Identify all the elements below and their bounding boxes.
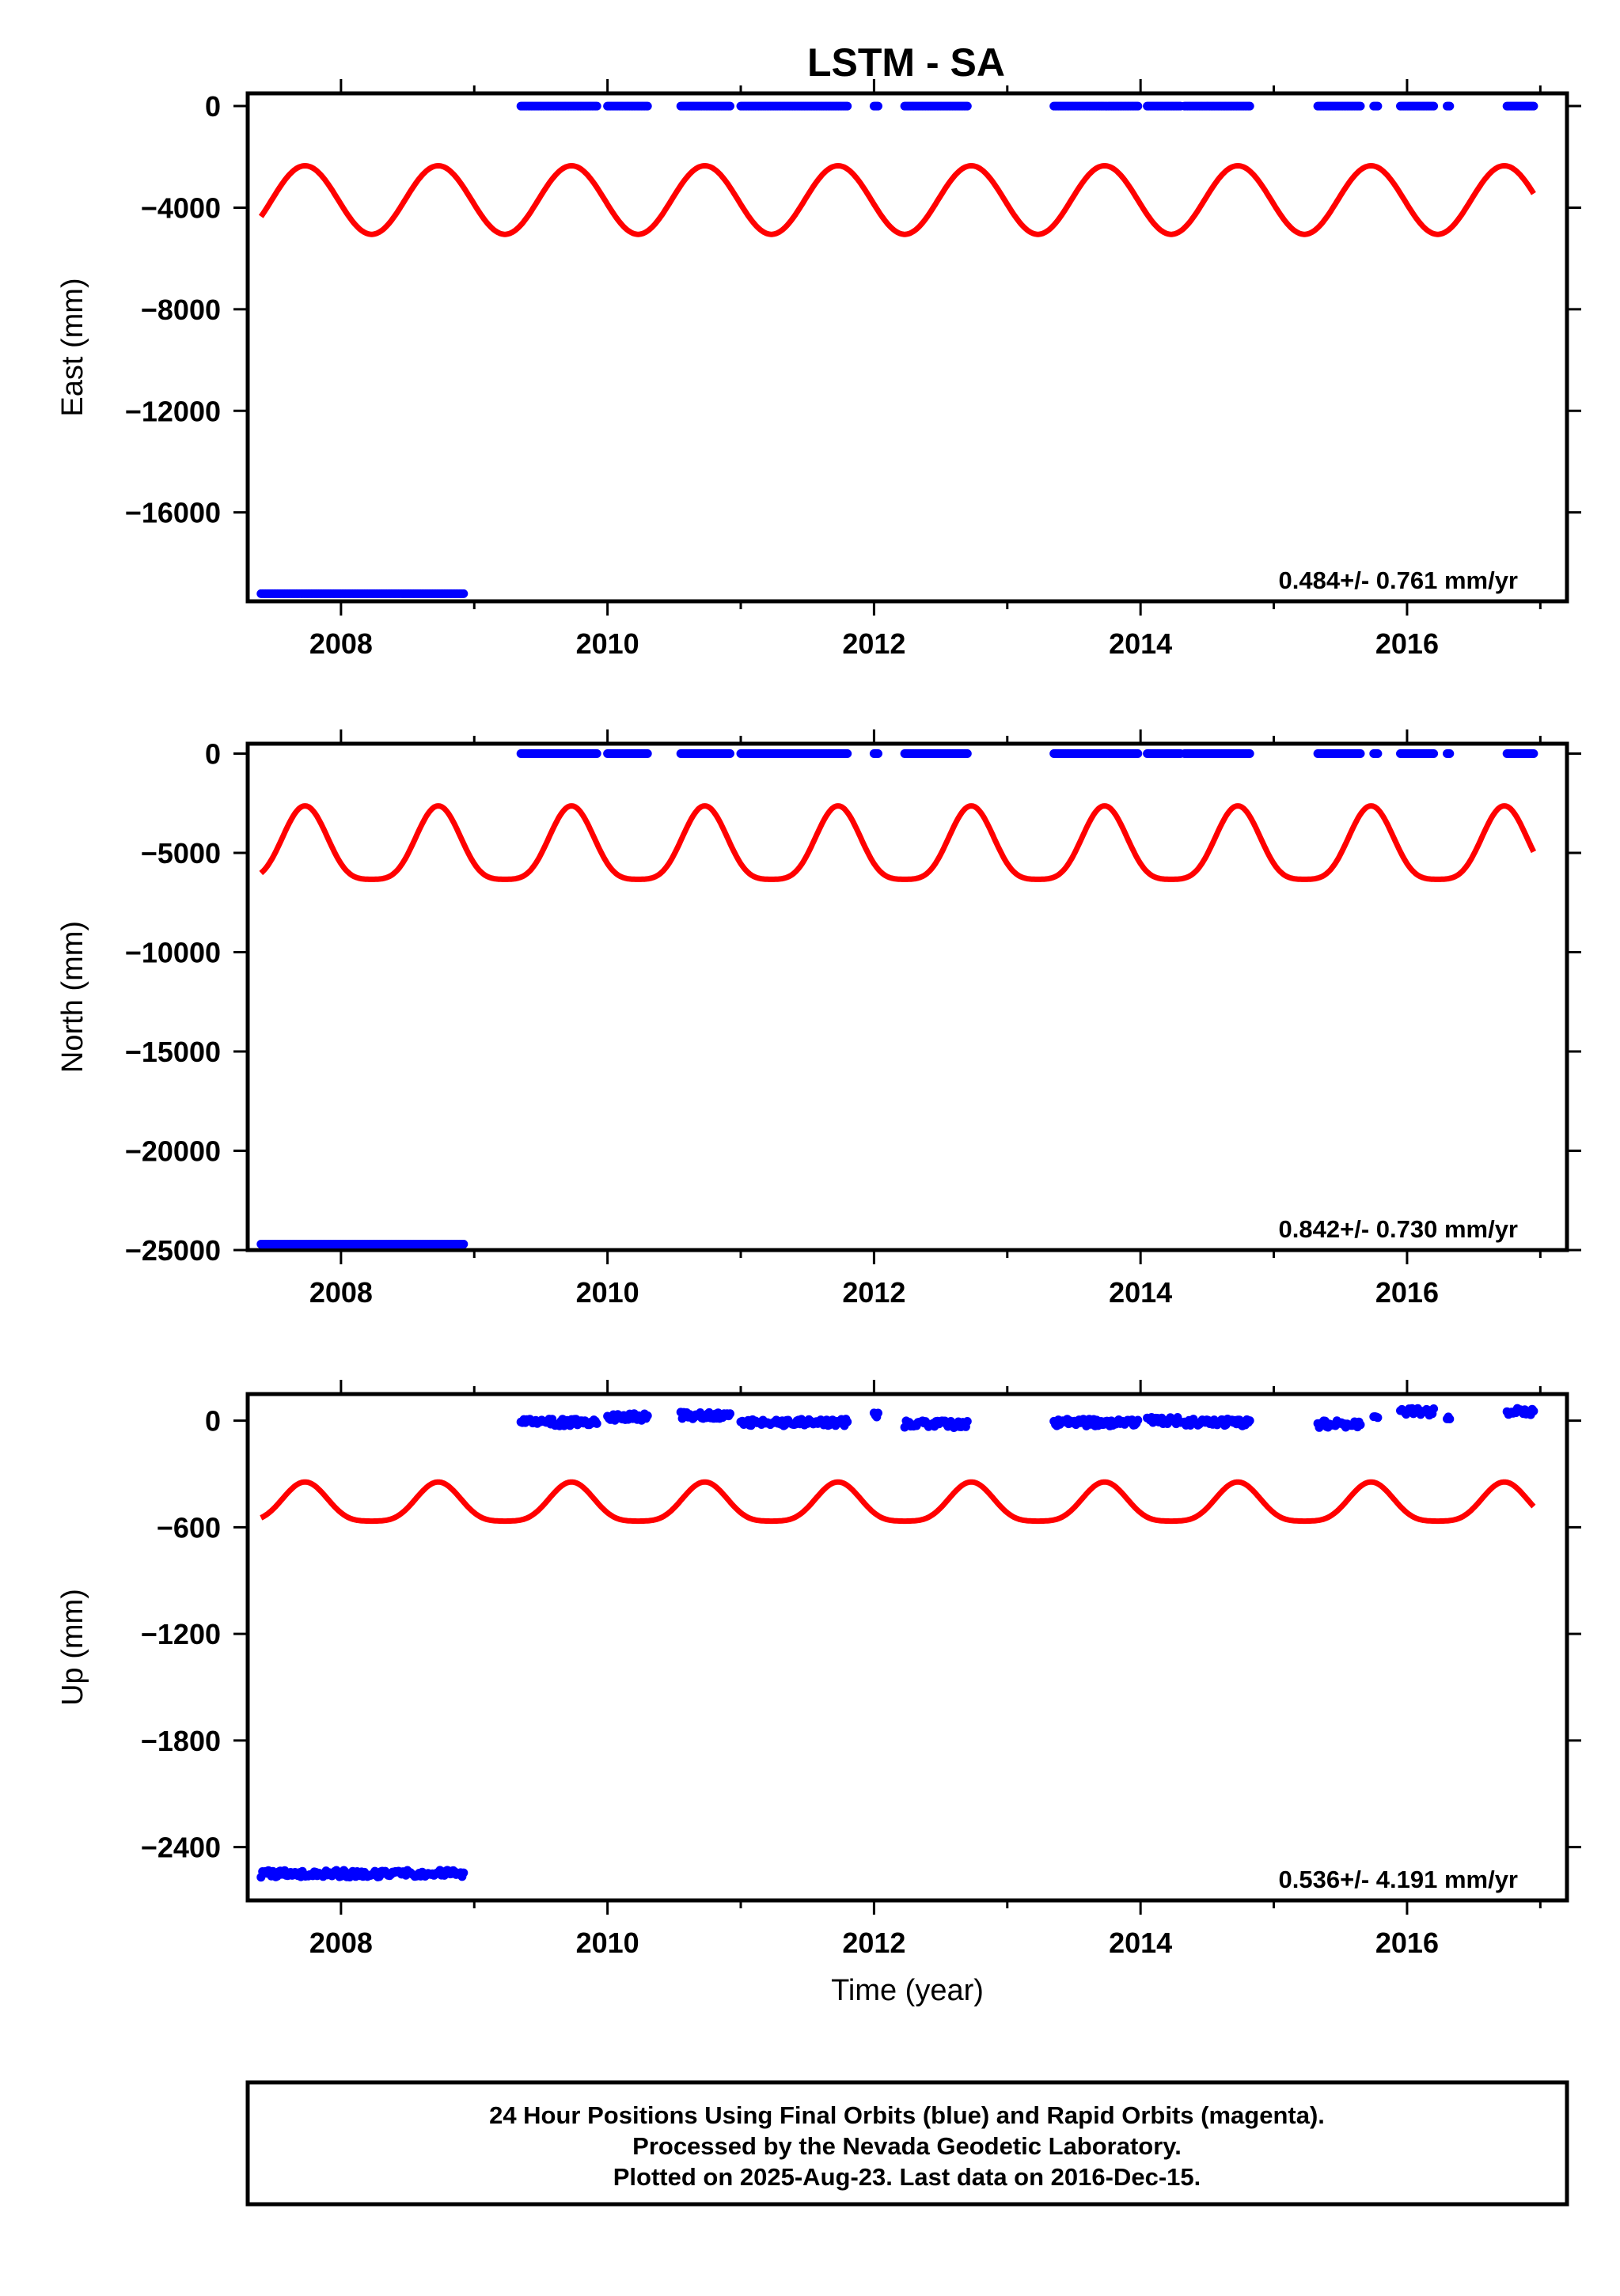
east-data-point bbox=[1356, 101, 1365, 111]
east-y-tick-label: −8000 bbox=[141, 294, 221, 326]
east-data-point bbox=[592, 101, 601, 111]
north-y-tick-label: −5000 bbox=[141, 837, 221, 870]
east-data-point bbox=[1133, 101, 1143, 111]
east-data-point bbox=[1429, 101, 1439, 111]
up-y-axis-label: Up (mm) bbox=[56, 1589, 89, 1706]
north-data-point bbox=[1245, 749, 1254, 758]
footer-line-1: 24 Hour Positions Using Final Orbits (bl… bbox=[489, 2101, 1325, 2129]
footer-line-3: Plotted on 2025-Aug-23. Last data on 201… bbox=[613, 2163, 1201, 2191]
up-y-tick-label: −1200 bbox=[141, 1618, 221, 1650]
east-data-point bbox=[1445, 101, 1455, 111]
north-data-point bbox=[1373, 749, 1383, 758]
footer-line-2: Processed by the Nevada Geodetic Laborat… bbox=[632, 2132, 1182, 2160]
north-data-point bbox=[1445, 749, 1455, 758]
east-data-point bbox=[1373, 101, 1383, 111]
footer-box: 24 Hour Positions Using Final Orbits (bl… bbox=[245, 2080, 1569, 2207]
up-fit-curve bbox=[260, 1479, 1536, 1525]
north-y-tick-label: 0 bbox=[205, 738, 221, 771]
east-data-point bbox=[843, 101, 852, 111]
up-x-tick-label: 2016 bbox=[1375, 1927, 1439, 1959]
up-x-tick-label: 2010 bbox=[576, 1927, 639, 1959]
east-plot-frame bbox=[245, 91, 1569, 604]
north-data-point bbox=[1133, 749, 1143, 758]
north-x-tick-label: 2016 bbox=[1375, 1276, 1439, 1309]
footer-frame bbox=[245, 2080, 1569, 2207]
north-data-point bbox=[1529, 749, 1538, 758]
chart-title: LSTM - SA bbox=[807, 40, 1005, 85]
east-y-tick-label: 0 bbox=[205, 90, 221, 123]
up-data-point bbox=[1133, 1415, 1143, 1425]
east-fit-curve bbox=[258, 163, 1536, 237]
up-panel: 2008 2010 2012 2014 2016 0 −600 −1200 −1800 −2400… bbox=[56, 1380, 1581, 2007]
east-y-tick-label: −16000 bbox=[125, 497, 221, 529]
up-x-tick-label: 2008 bbox=[309, 1927, 373, 1959]
up-data-point bbox=[459, 1868, 469, 1877]
north-y-axis-label: North (mm) bbox=[56, 921, 89, 1073]
east-rate-label: 0.484+/- 0.761 mm/yr bbox=[1279, 566, 1518, 594]
north-x-tick-label: 2008 bbox=[309, 1276, 373, 1309]
up-x-tick-label: 2014 bbox=[1109, 1927, 1172, 1959]
north-x-tick-label: 2014 bbox=[1109, 1276, 1172, 1309]
north-plot-frame bbox=[245, 741, 1569, 1252]
up-data-point bbox=[592, 1419, 601, 1428]
north-data-point bbox=[643, 749, 652, 758]
east-data-point bbox=[1245, 101, 1254, 111]
up-data-point bbox=[962, 1417, 972, 1426]
up-data-point bbox=[643, 1411, 652, 1420]
up-data-point bbox=[874, 1408, 882, 1418]
north-data-point bbox=[726, 749, 734, 758]
up-rate-label: 0.536+/- 4.191 mm/yr bbox=[1279, 1866, 1518, 1893]
east-x-tick-label: 2012 bbox=[842, 627, 905, 660]
north-y-tick-label: −20000 bbox=[125, 1135, 221, 1168]
up-data-point bbox=[1373, 1413, 1383, 1423]
east-data-point bbox=[962, 101, 972, 111]
up-data-point bbox=[843, 1417, 852, 1426]
east-y-tick-label: −4000 bbox=[141, 191, 221, 224]
up-plot-frame bbox=[245, 1392, 1569, 1903]
up-data-point bbox=[1529, 1407, 1538, 1415]
north-data-point bbox=[962, 749, 972, 758]
up-data-point bbox=[1445, 1415, 1455, 1423]
east-x-tick-label: 2014 bbox=[1109, 627, 1172, 660]
up-data-point bbox=[1356, 1420, 1365, 1430]
up-y-tick-label: 0 bbox=[205, 1405, 221, 1438]
east-data-point bbox=[874, 101, 882, 111]
north-panel: 2008 2010 2012 2014 2016 0 −5000 −10000 −15000 −2… bbox=[56, 729, 1581, 1309]
east-x-tick-label: 2010 bbox=[576, 627, 639, 660]
up-x-tick-label: 2012 bbox=[842, 1927, 905, 1959]
north-fit-curve bbox=[259, 803, 1537, 882]
north-y-tick-label: −25000 bbox=[125, 1234, 221, 1267]
up-data-point bbox=[1429, 1404, 1439, 1413]
east-data-point bbox=[726, 101, 734, 111]
north-x-tick-label: 2012 bbox=[842, 1276, 905, 1309]
up-y-tick-label: −1800 bbox=[141, 1725, 221, 1757]
east-data-point bbox=[643, 101, 652, 111]
east-panel: 2008 2010 2012 2014 2016 0 −4000 −8000 −12000 −16… bbox=[56, 79, 1581, 660]
up-data-point bbox=[726, 1409, 734, 1419]
up-y-tick-label: −600 bbox=[157, 1511, 221, 1544]
north-y-tick-label: −15000 bbox=[125, 1036, 221, 1068]
east-y-axis-label: East (mm) bbox=[56, 278, 89, 416]
east-data-point bbox=[1529, 101, 1538, 111]
north-data-point bbox=[1429, 749, 1439, 758]
north-y-tick-label: −10000 bbox=[125, 937, 221, 969]
east-x-tick-label: 2016 bbox=[1375, 627, 1439, 660]
east-x-tick-label: 2008 bbox=[309, 627, 373, 660]
up-x-axis-label: Time (year) bbox=[831, 1974, 984, 2007]
east-y-tick-label: −12000 bbox=[125, 395, 221, 427]
east-data-point bbox=[459, 589, 469, 598]
north-data-point bbox=[843, 749, 852, 758]
north-data-point bbox=[592, 749, 601, 758]
north-data-point bbox=[1356, 749, 1365, 758]
north-data-point bbox=[874, 749, 882, 758]
up-y-tick-label: −2400 bbox=[141, 1832, 221, 1864]
north-rate-label: 0.842+/- 0.730 mm/yr bbox=[1279, 1215, 1518, 1243]
north-data-point bbox=[459, 1240, 469, 1248]
north-x-tick-label: 2010 bbox=[576, 1276, 639, 1309]
up-data-point bbox=[1245, 1416, 1254, 1426]
